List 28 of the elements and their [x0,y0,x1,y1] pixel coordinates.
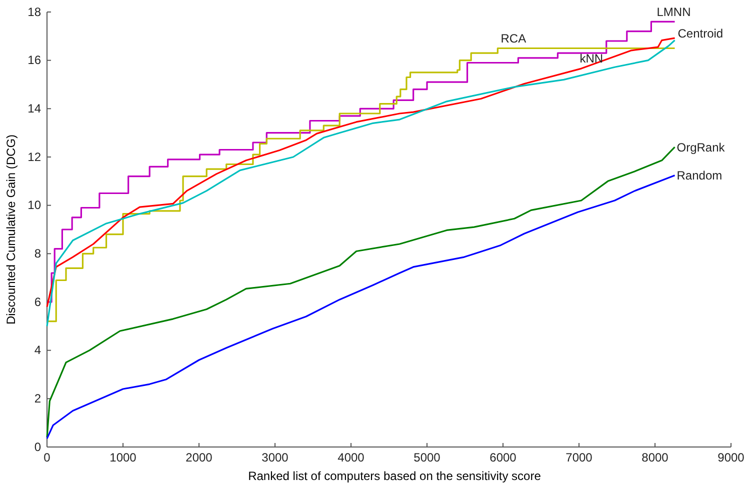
x-tick-label: 6000 [490,450,517,465]
x-tick-label: 8000 [642,450,669,465]
x-tick-label: 7000 [566,450,593,465]
x-tick-label: 0 [44,450,51,465]
y-tick-label: 16 [28,53,42,68]
series-label: Random [676,168,722,183]
y-tick-label: 6 [34,294,42,309]
x-tick-label: 9000 [718,450,745,465]
y-tick-label: 0 [34,440,42,454]
series-label: kNN [580,51,604,66]
y-tick-label: 10 [28,198,42,212]
y-tick-label: 4 [34,343,42,358]
x-axis-title: Ranked list of computers based on the sensitivity score [248,469,542,483]
y-tick-label: 12 [28,150,42,164]
y-tick-label: 2 [34,392,42,406]
y-tick-label: 8 [34,246,42,261]
y-tick-label: 18 [28,4,42,19]
x-tick-label: 2000 [186,450,213,465]
y-axis-title: Discounted Cumulative Gain (DCG) [4,134,18,325]
series-label: RCA [500,31,526,46]
series-label: LMNN [656,4,691,19]
x-tick-label: 5000 [414,450,441,465]
series-label: Centroid [678,26,724,40]
x-tick-label: 4000 [338,450,365,465]
y-tick-label: 14 [28,102,42,116]
series-label: OrgRank [676,140,726,154]
x-tick-label: 1000 [110,450,137,465]
x-tick-label: 3000 [262,450,289,465]
